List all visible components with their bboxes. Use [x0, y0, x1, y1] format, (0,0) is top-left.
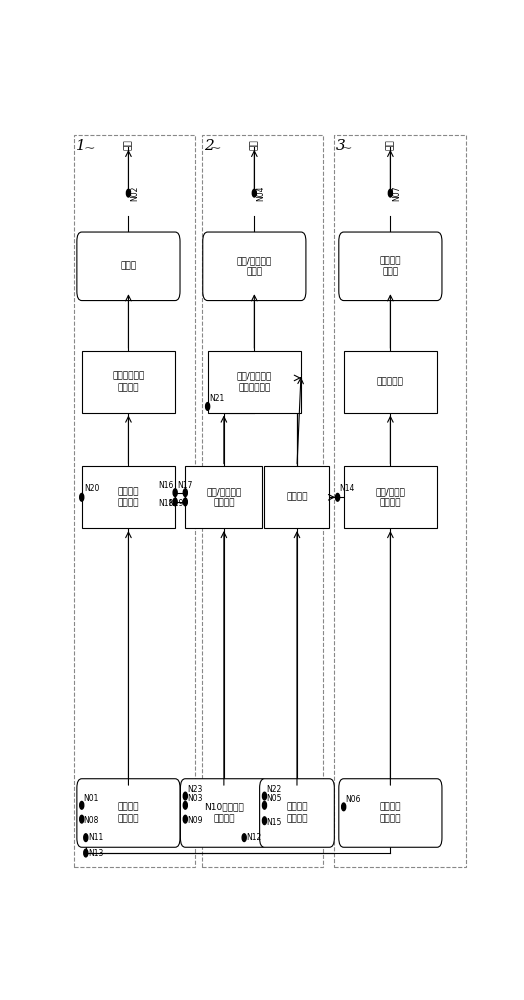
Text: 1: 1	[75, 139, 85, 153]
Circle shape	[253, 189, 256, 197]
Text: 精处理单元: 精处理单元	[377, 377, 404, 386]
Text: N11: N11	[88, 833, 103, 842]
Text: 化学/地面排水
复用槽: 化学/地面排水 复用槽	[237, 256, 272, 277]
Circle shape	[183, 792, 188, 800]
Text: 服务排水
收集单元: 服务排水 收集单元	[379, 803, 401, 823]
Text: 过滤单元: 过滤单元	[286, 493, 308, 502]
FancyBboxPatch shape	[185, 466, 263, 528]
FancyBboxPatch shape	[344, 466, 437, 528]
Circle shape	[183, 801, 188, 809]
Text: N22: N22	[266, 785, 281, 794]
Text: 监测槽: 监测槽	[121, 262, 137, 271]
Circle shape	[183, 815, 188, 823]
Text: N21: N21	[209, 394, 224, 403]
Text: ~: ~	[84, 142, 95, 156]
FancyBboxPatch shape	[265, 466, 330, 528]
Circle shape	[183, 489, 188, 497]
Text: N15: N15	[266, 818, 281, 827]
FancyBboxPatch shape	[203, 232, 306, 301]
Text: N03: N03	[187, 794, 202, 803]
Circle shape	[242, 834, 246, 841]
Text: 化学/地面排水
蕲发单元: 化学/地面排水 蕲发单元	[206, 487, 242, 508]
FancyBboxPatch shape	[208, 351, 301, 413]
Circle shape	[263, 801, 267, 809]
Circle shape	[173, 498, 177, 506]
Circle shape	[126, 189, 130, 197]
Text: N17: N17	[177, 481, 192, 490]
Text: N02: N02	[130, 185, 139, 201]
Text: 工艺排水
收集单元: 工艺排水 收集单元	[118, 803, 139, 823]
FancyBboxPatch shape	[339, 232, 442, 301]
Text: N09: N09	[187, 816, 202, 825]
Text: N12: N12	[246, 833, 261, 842]
Text: N08: N08	[83, 816, 99, 825]
Circle shape	[263, 792, 267, 800]
Text: 工艺排水
蕲发单元: 工艺排水 蕲发单元	[118, 487, 139, 508]
Circle shape	[205, 403, 210, 410]
Text: 臭氧/紫外光
处理单元: 臭氧/紫外光 处理单元	[375, 487, 406, 508]
FancyBboxPatch shape	[77, 779, 180, 847]
Text: N06: N06	[345, 795, 361, 804]
Text: N23: N23	[187, 785, 202, 794]
Text: 复用: 复用	[386, 139, 395, 150]
Circle shape	[388, 189, 392, 197]
Text: 服务排水
复用槽: 服务排水 复用槽	[379, 256, 401, 277]
FancyBboxPatch shape	[344, 351, 437, 413]
FancyBboxPatch shape	[339, 779, 442, 847]
Circle shape	[183, 498, 188, 506]
Text: N05: N05	[266, 794, 281, 803]
Text: ~: ~	[341, 142, 353, 156]
Text: ~: ~	[210, 142, 221, 156]
Text: N14: N14	[339, 484, 355, 493]
Text: 工艺排水离子
交换单元: 工艺排水离子 交换单元	[112, 371, 145, 392]
Text: N07: N07	[392, 185, 401, 201]
Text: N13: N13	[88, 849, 103, 858]
Circle shape	[342, 803, 346, 811]
Text: N04: N04	[256, 185, 265, 201]
Text: N16: N16	[158, 481, 173, 490]
Circle shape	[80, 493, 84, 501]
Text: N20: N20	[84, 484, 99, 493]
Text: N01: N01	[83, 794, 99, 803]
Text: 3: 3	[335, 139, 345, 153]
Text: N18: N18	[158, 499, 173, 508]
Circle shape	[80, 801, 84, 809]
FancyBboxPatch shape	[82, 351, 175, 413]
Text: N10化学排水
收集单元: N10化学排水 收集单元	[204, 803, 244, 823]
Text: 排放: 排放	[124, 139, 133, 150]
Circle shape	[173, 489, 177, 497]
Text: 复用: 复用	[250, 139, 259, 150]
Circle shape	[80, 815, 84, 823]
Circle shape	[84, 834, 88, 841]
FancyBboxPatch shape	[77, 232, 180, 301]
FancyBboxPatch shape	[180, 779, 267, 847]
Text: 地面排水
收集单元: 地面排水 收集单元	[286, 803, 308, 823]
Circle shape	[335, 493, 340, 501]
FancyBboxPatch shape	[82, 466, 175, 528]
Circle shape	[84, 849, 88, 857]
Text: 化学/地面排水
离子交换单元: 化学/地面排水 离子交换单元	[237, 371, 272, 392]
Text: N19: N19	[168, 499, 184, 508]
Text: 2: 2	[203, 139, 213, 153]
FancyBboxPatch shape	[259, 779, 334, 847]
Circle shape	[263, 817, 267, 825]
